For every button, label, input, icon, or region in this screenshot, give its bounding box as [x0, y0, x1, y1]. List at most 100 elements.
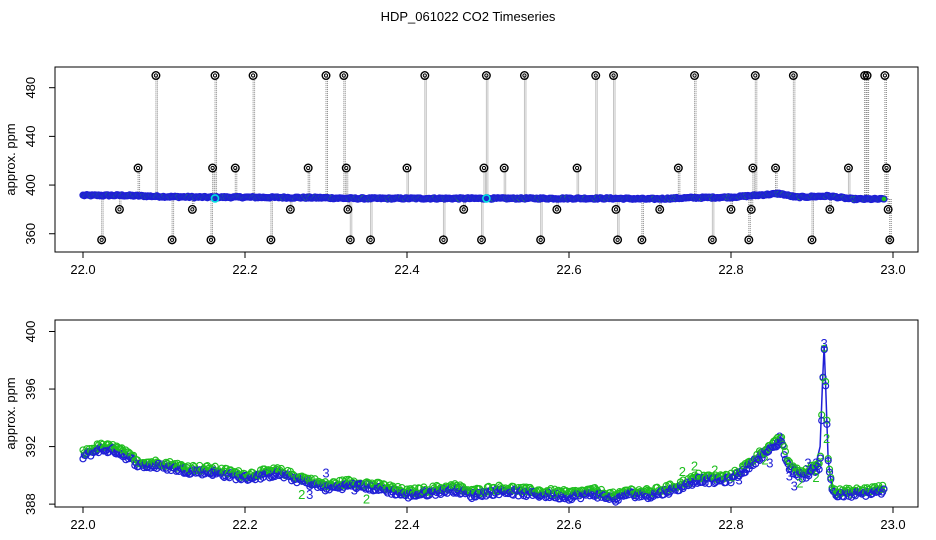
- outlier-point: [750, 71, 760, 81]
- outlier-point-inner: [791, 73, 796, 78]
- outlier-point-inner: [887, 237, 892, 242]
- outlier-point-inner: [746, 237, 751, 242]
- outlier-point: [771, 163, 781, 173]
- digit-marker: 1: [829, 476, 836, 491]
- outlier-point-inner: [750, 165, 755, 171]
- x-tick-label: 22.2: [232, 517, 257, 532]
- outlier-point-inner: [479, 237, 484, 242]
- outlier-point: [230, 163, 240, 173]
- outlier-point: [536, 235, 546, 245]
- outlier-point-inner: [233, 165, 238, 171]
- digit-marker: 3: [306, 487, 313, 502]
- outlier-point: [114, 204, 124, 214]
- digit-marker: 2: [796, 476, 803, 491]
- outlier-point: [206, 235, 216, 245]
- outlier-point: [591, 71, 601, 81]
- digit-marker: 3: [812, 455, 819, 470]
- outlier-point: [187, 204, 197, 214]
- outlier-point-inner: [882, 73, 888, 78]
- outlier-point: [97, 235, 107, 245]
- outlier-point: [882, 163, 892, 173]
- digit-marker: 2: [691, 458, 698, 473]
- outlier-point-inner: [368, 237, 373, 242]
- x-tick-label: 22.2: [232, 262, 257, 277]
- x-tick-label: 22.0: [70, 517, 95, 532]
- outlier-point-inner: [827, 207, 832, 212]
- x-tick-label: 22.8: [718, 262, 743, 277]
- y-tick-label: 400: [23, 174, 38, 196]
- outlier-point: [748, 163, 758, 173]
- outlier-point-inner: [522, 73, 527, 78]
- outlier-point-inner: [864, 73, 870, 78]
- outlier-point: [481, 71, 491, 81]
- outlier-point: [825, 204, 835, 214]
- digit-marker: 2: [298, 487, 305, 502]
- digit-marker: 3: [735, 473, 742, 488]
- digit-marker: 2: [812, 470, 819, 485]
- outlier-point-inner: [422, 73, 427, 78]
- outlier-point: [637, 235, 647, 245]
- outlier-point: [673, 163, 683, 173]
- outlier-point: [885, 235, 895, 245]
- y-tick-label: 360: [23, 223, 38, 245]
- plot-frame: [54, 66, 919, 253]
- outlier-point-inner: [251, 73, 256, 78]
- outlier-point: [883, 204, 893, 214]
- outlier-point-inner: [99, 237, 104, 242]
- outlier-point-inner: [615, 237, 620, 242]
- digit-marker: 3: [821, 336, 828, 351]
- outlier-point-inner: [639, 237, 645, 242]
- outlier-point-inner: [753, 73, 758, 78]
- digit-marker: 2: [823, 431, 830, 446]
- outlier-point: [613, 235, 623, 245]
- outlier-point: [343, 204, 353, 214]
- outlier-point-inner: [190, 207, 195, 212]
- outlier-point: [862, 71, 872, 81]
- outlier-point: [655, 204, 665, 214]
- x-tick-label: 22.4: [394, 517, 419, 532]
- outlier-point: [402, 163, 412, 173]
- x-tick-label: 22.0: [70, 262, 95, 277]
- outlier-point: [248, 71, 258, 81]
- outlier-point-inner: [676, 165, 681, 171]
- outlier-point: [208, 163, 218, 173]
- x-tick-label: 22.6: [556, 262, 581, 277]
- outlier-point-inner: [341, 73, 346, 78]
- cyan-point: [210, 194, 220, 203]
- outlier-point: [266, 235, 276, 245]
- y-tick-label: 440: [23, 126, 38, 148]
- outlier-point-inner: [710, 237, 715, 242]
- outlier-point: [167, 235, 177, 245]
- plot-frame: [54, 319, 919, 508]
- outlier-point: [339, 71, 349, 81]
- spike-line: [815, 345, 833, 490]
- outlier-point: [420, 71, 430, 81]
- outlier-point: [552, 204, 562, 214]
- y-axis-label: approx. ppm: [3, 123, 18, 195]
- outlier-point-inner: [502, 165, 507, 171]
- outlier-point: [341, 163, 351, 173]
- outlier-point-inner: [593, 73, 598, 78]
- outlier-point: [519, 71, 529, 81]
- outlier-point: [726, 204, 736, 214]
- outlier-point: [609, 71, 619, 81]
- digit-marker: 3: [322, 465, 329, 480]
- outlier-point-inner: [461, 207, 466, 212]
- outlier-point: [788, 71, 798, 81]
- digit-marker: 3: [804, 455, 811, 470]
- outlier-point-inner: [484, 73, 489, 78]
- outlier-point-inner: [170, 237, 175, 242]
- y-axis-label: approx. ppm: [3, 377, 18, 449]
- outlier-point-inner: [657, 207, 662, 212]
- outlier-point: [210, 71, 220, 81]
- outlier-point: [438, 235, 448, 245]
- outlier-point-inner: [441, 237, 446, 242]
- outlier-point: [151, 71, 161, 81]
- outlier-point-inner: [886, 207, 891, 212]
- digit-marker: 2: [711, 463, 718, 478]
- digit-marker: 3: [351, 483, 358, 498]
- cyan-point: [482, 194, 491, 203]
- outlier-point-inner: [117, 207, 122, 212]
- outlier-point: [611, 204, 621, 214]
- outlier-point-inner: [575, 165, 580, 171]
